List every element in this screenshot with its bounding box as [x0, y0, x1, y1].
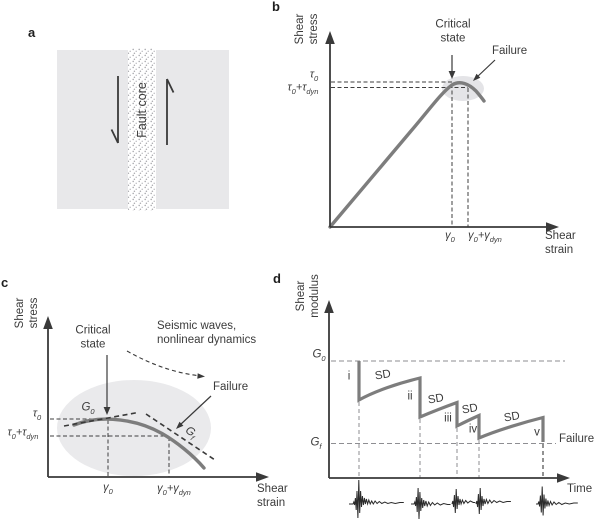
failure-arrow: [475, 59, 496, 79]
c-tau0-label: τ0: [32, 407, 42, 422]
right-slip-arrow: [166, 78, 175, 145]
seismogram-v: [536, 486, 578, 516]
c-failure-label: Failure: [213, 381, 249, 393]
left-slip-arrow: [110, 76, 119, 144]
y-axis-arrowhead: [325, 31, 335, 44]
c-G0-label: G0: [81, 401, 95, 416]
x-axis-arrowhead: [546, 222, 559, 232]
critical-state-arrowhead: [448, 71, 456, 79]
panel-c-graphics: [43, 316, 269, 482]
y-axis-arrowhead: [324, 300, 334, 313]
d-Gf-label: Gf: [310, 436, 322, 451]
c-gamma0-label: γ0: [103, 481, 113, 496]
c-tau0dyn-label: τ0+τdyn: [7, 426, 39, 441]
x-axis-arrowhead: [256, 472, 269, 482]
seismogram-i: [349, 479, 404, 519]
c-gamma0dyn-label: γ0+γdyn: [157, 482, 191, 497]
d-G0-label: G0: [312, 348, 326, 363]
c-x-axis-title: Shear strain: [257, 483, 288, 509]
b-y-axis-title: Shear stress: [294, 13, 320, 45]
y-axis-arrowhead: [43, 316, 53, 329]
panel-a-letter: a: [28, 25, 36, 40]
b-critical-state-label: Critical state: [435, 18, 471, 45]
d-x-axis-title: Time: [567, 483, 593, 495]
d-sd-label-2: SD: [427, 392, 445, 407]
b-tau0dyn-label: τ0+τdyn: [287, 81, 319, 96]
d-sd-label-3: SD: [461, 402, 479, 417]
b-x-axis-title: Shear strain: [545, 230, 576, 256]
panel-d-graphics: [324, 300, 578, 520]
b-gamma0-label: γ0: [445, 229, 455, 244]
critical-state-arrowhead: [103, 407, 111, 415]
seismic-waves-arrowhead: [197, 373, 205, 379]
c-critical-state-label: Critical state: [75, 324, 111, 351]
failure-arrowhead: [473, 73, 481, 81]
d-y-axis-title: Shear modulus: [295, 274, 321, 318]
Gf-tangent-dashed: [145, 413, 216, 461]
x-axis-arrowhead: [557, 473, 570, 483]
b-gamma0dyn-label: γ0+γdyn: [468, 229, 502, 244]
nonlinear-regime-ellipse: [57, 380, 211, 476]
d-event-iv-label: iv: [468, 423, 478, 436]
d-event-v-label: v: [534, 426, 540, 439]
seismogram-ii: [411, 487, 451, 520]
seismic-waves-curved-dashed-arrow: [126, 350, 202, 377]
seismograms: [349, 479, 578, 520]
c-y-axis-title: Shear stress: [14, 297, 40, 329]
failure-arrowhead: [176, 421, 184, 429]
panel-d-letter: d: [273, 271, 281, 286]
d-event-iii-label: iii: [444, 412, 452, 425]
fault-core-stipple: [128, 48, 156, 211]
d-failure-label: Failure: [559, 433, 595, 445]
panel-b-letter: b: [272, 0, 280, 14]
c-seismic-waves-label: Seismic waves, nonlinear dynamics: [157, 320, 257, 346]
d-event-ii-label: ii: [407, 390, 413, 403]
shear-modulus-sawtooth-curve: [357, 361, 545, 442]
seismogram-iv: [475, 487, 511, 515]
fault-core-label: Fault core: [135, 82, 149, 138]
failure-arrow: [179, 395, 212, 426]
critical-state-highlight-ellipse: [442, 76, 484, 101]
b-failure-label: Failure: [492, 45, 528, 57]
d-event-i-label: i: [347, 370, 351, 383]
G0-tangent-dashed: [63, 411, 139, 427]
panel-a-graphics: [57, 48, 229, 211]
seismogram-iii: [451, 488, 476, 514]
panel-b-graphics: [325, 31, 559, 232]
stress-strain-curve: [328, 81, 486, 229]
b-tau0-label: τ0: [309, 68, 319, 83]
d-sd-label-1: SD: [374, 368, 392, 383]
d-sd-label-4: SD: [503, 410, 521, 425]
stress-strain-curve: [72, 417, 206, 470]
panel-c-letter: c: [1, 275, 9, 290]
